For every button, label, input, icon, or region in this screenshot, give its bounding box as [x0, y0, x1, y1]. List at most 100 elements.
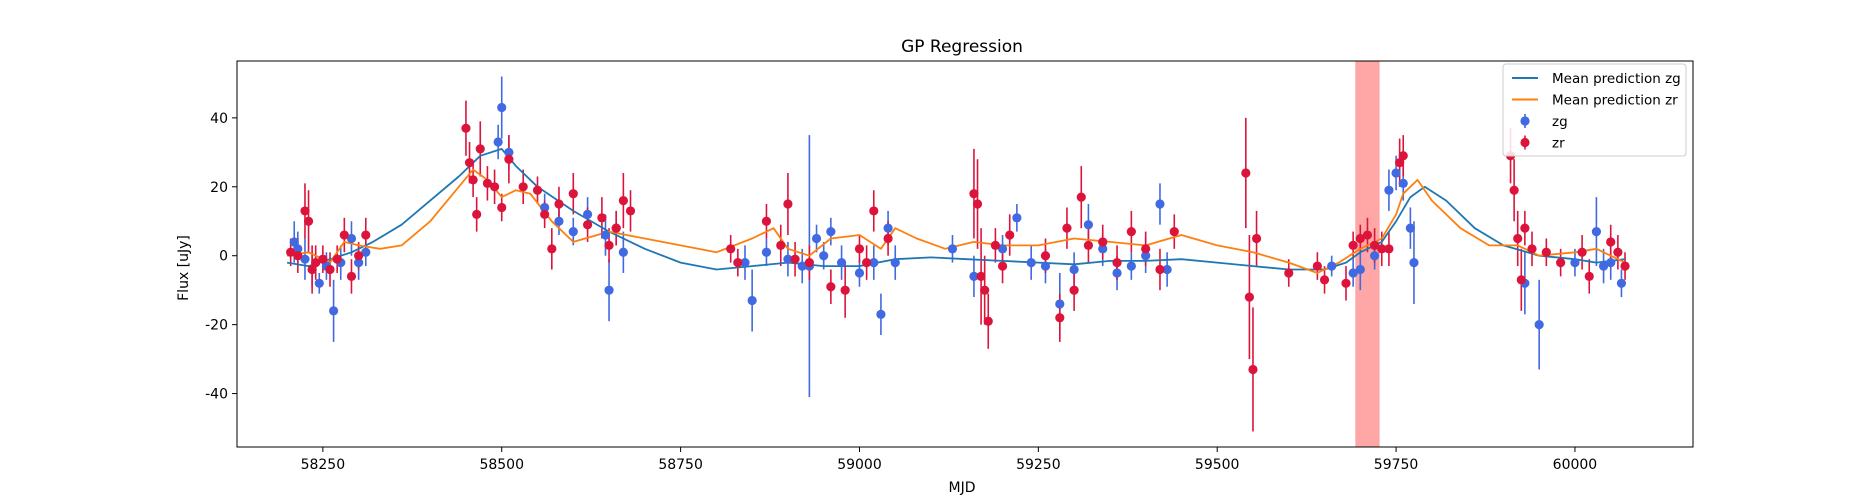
x-tick-label: 59750 — [1374, 457, 1419, 473]
point-zr — [540, 209, 550, 219]
point-zr — [346, 271, 357, 282]
point-zg — [1616, 278, 1627, 288]
point-zr — [472, 209, 482, 219]
point-zr — [1355, 233, 1365, 244]
point-zr — [1126, 226, 1136, 237]
point-zg — [1040, 261, 1051, 271]
point-zr — [1055, 313, 1065, 323]
point-zr — [293, 251, 303, 261]
point-zg — [1570, 258, 1580, 268]
point-zr — [1370, 240, 1380, 250]
point-zr — [854, 244, 865, 254]
point-zr — [733, 258, 743, 268]
point-zr — [611, 223, 621, 233]
x-axis-ticks: 58250 58500 58750 59000 59250 59500 59750 60000 — [301, 447, 1598, 473]
point-zr — [300, 206, 310, 216]
y-tick-label: 40 — [210, 111, 228, 127]
point-zr — [883, 233, 893, 244]
x-axis-label: MJD — [949, 480, 976, 496]
point-zr — [1341, 278, 1351, 288]
point-zr — [332, 254, 342, 264]
point-zg — [314, 278, 324, 288]
x-tick-label: 58500 — [479, 457, 524, 473]
point-zr — [1606, 237, 1616, 247]
point-zg — [328, 306, 339, 316]
y-tick-label: 0 — [219, 249, 228, 265]
point-zr — [990, 240, 1001, 250]
point-zr — [972, 199, 983, 209]
point-zg — [1398, 178, 1408, 188]
point-zr — [1613, 247, 1623, 257]
point-zg — [1391, 168, 1401, 178]
point-zr — [1362, 230, 1373, 240]
point-zr — [790, 254, 800, 264]
point-zg — [783, 254, 793, 264]
point-zg — [1126, 261, 1136, 271]
point-zg — [811, 233, 822, 244]
point-zg — [293, 244, 303, 254]
point-zg — [540, 202, 550, 213]
point-zg — [1384, 185, 1394, 195]
point-zr — [597, 213, 607, 223]
point-zg — [740, 258, 750, 268]
legend-label: zr — [1552, 136, 1565, 152]
point-zr — [307, 264, 317, 275]
point-zg — [1083, 220, 1094, 230]
point-zg — [1355, 264, 1365, 275]
point-zg — [1598, 261, 1609, 271]
point-zg — [1409, 258, 1419, 268]
point-zg — [1348, 268, 1358, 278]
point-zr — [1516, 275, 1526, 285]
point-zr — [969, 189, 979, 199]
point-zg — [1534, 320, 1544, 330]
point-zg — [600, 230, 611, 240]
point-zr — [1556, 258, 1566, 268]
point-zr — [1062, 223, 1072, 233]
point-zr — [862, 258, 872, 268]
point-zr — [318, 254, 328, 264]
point-zr — [1377, 244, 1387, 254]
point-zg — [354, 258, 364, 268]
point-zg — [504, 147, 514, 157]
point-zg — [497, 102, 507, 113]
point-zr — [1527, 244, 1537, 254]
errorbar-layer — [289, 76, 1626, 432]
x-tick-label: 59500 — [1195, 457, 1240, 473]
point-zr — [482, 178, 493, 188]
point-zg — [1327, 261, 1337, 271]
point-zg — [869, 258, 879, 268]
point-zr — [532, 185, 543, 195]
point-zg — [300, 254, 310, 264]
point-zr — [1509, 185, 1519, 195]
point-zg — [836, 258, 847, 268]
point-zg — [747, 295, 757, 306]
point-zr — [286, 247, 296, 257]
point-zg — [997, 244, 1008, 254]
point-zr — [1251, 233, 1262, 244]
y-axis-label: Flux [uJy] — [176, 235, 192, 301]
point-zr — [840, 285, 850, 295]
point-zr — [618, 195, 628, 206]
legend-marker-swatch — [1520, 116, 1530, 126]
point-zr — [1584, 271, 1594, 282]
point-zg — [819, 251, 829, 261]
point-zr — [461, 123, 471, 133]
point-zr — [1520, 223, 1530, 233]
legend-marker-swatch — [1520, 137, 1530, 148]
point-zr — [1312, 261, 1322, 271]
point-zg — [604, 285, 614, 295]
point-zr — [339, 230, 349, 240]
point-zg — [582, 209, 593, 219]
x-tick-label: 59000 — [837, 457, 882, 473]
point-zr — [311, 258, 321, 268]
point-zr — [869, 206, 879, 216]
point-zg — [1141, 251, 1151, 261]
point-zg — [361, 247, 371, 257]
point-zr — [1112, 258, 1122, 268]
point-zr — [1395, 158, 1405, 168]
point-zr — [504, 154, 514, 164]
x-tick-label: 59250 — [1016, 457, 1061, 473]
point-zr — [1284, 268, 1294, 278]
point-zr — [1513, 233, 1523, 244]
x-tick-label: 60000 — [1553, 457, 1598, 473]
